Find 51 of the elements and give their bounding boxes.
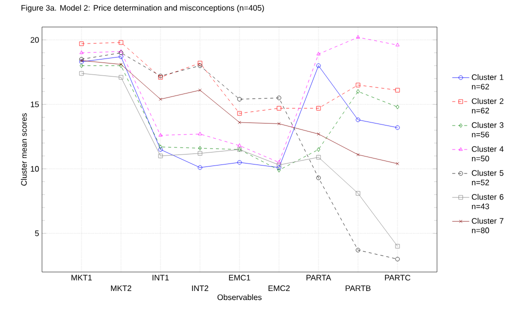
point xyxy=(276,162,282,168)
point xyxy=(237,97,242,102)
point xyxy=(198,146,202,150)
point xyxy=(277,160,281,164)
point xyxy=(158,133,162,137)
point xyxy=(198,63,202,68)
point xyxy=(198,88,202,92)
point xyxy=(237,160,242,165)
point xyxy=(237,111,242,116)
point xyxy=(238,120,242,124)
line-series xyxy=(79,71,400,248)
point xyxy=(316,132,320,136)
point xyxy=(276,165,282,170)
point xyxy=(80,63,84,68)
point xyxy=(356,191,360,196)
point xyxy=(80,50,84,54)
point xyxy=(277,168,281,172)
point xyxy=(356,82,360,88)
point xyxy=(118,40,124,45)
point xyxy=(396,42,400,46)
point xyxy=(276,106,282,110)
point xyxy=(277,122,281,126)
point xyxy=(198,60,202,66)
point xyxy=(158,144,162,150)
point xyxy=(316,155,321,160)
point xyxy=(356,35,360,39)
point xyxy=(395,256,400,262)
point xyxy=(316,147,320,152)
point xyxy=(118,75,124,80)
point xyxy=(316,176,321,180)
point xyxy=(158,154,163,158)
point xyxy=(198,151,202,156)
point xyxy=(198,165,202,170)
point xyxy=(79,42,84,46)
point xyxy=(316,52,320,56)
point xyxy=(356,118,360,122)
point xyxy=(395,244,400,248)
point xyxy=(118,54,124,59)
point xyxy=(396,104,400,110)
point xyxy=(158,98,162,101)
point xyxy=(79,71,84,76)
point xyxy=(316,106,321,110)
point xyxy=(238,143,242,147)
point xyxy=(198,132,202,136)
point xyxy=(316,63,321,68)
point xyxy=(395,88,400,92)
point xyxy=(158,147,163,152)
point xyxy=(276,96,282,100)
point xyxy=(356,153,360,156)
point xyxy=(356,248,360,252)
point xyxy=(356,89,360,94)
